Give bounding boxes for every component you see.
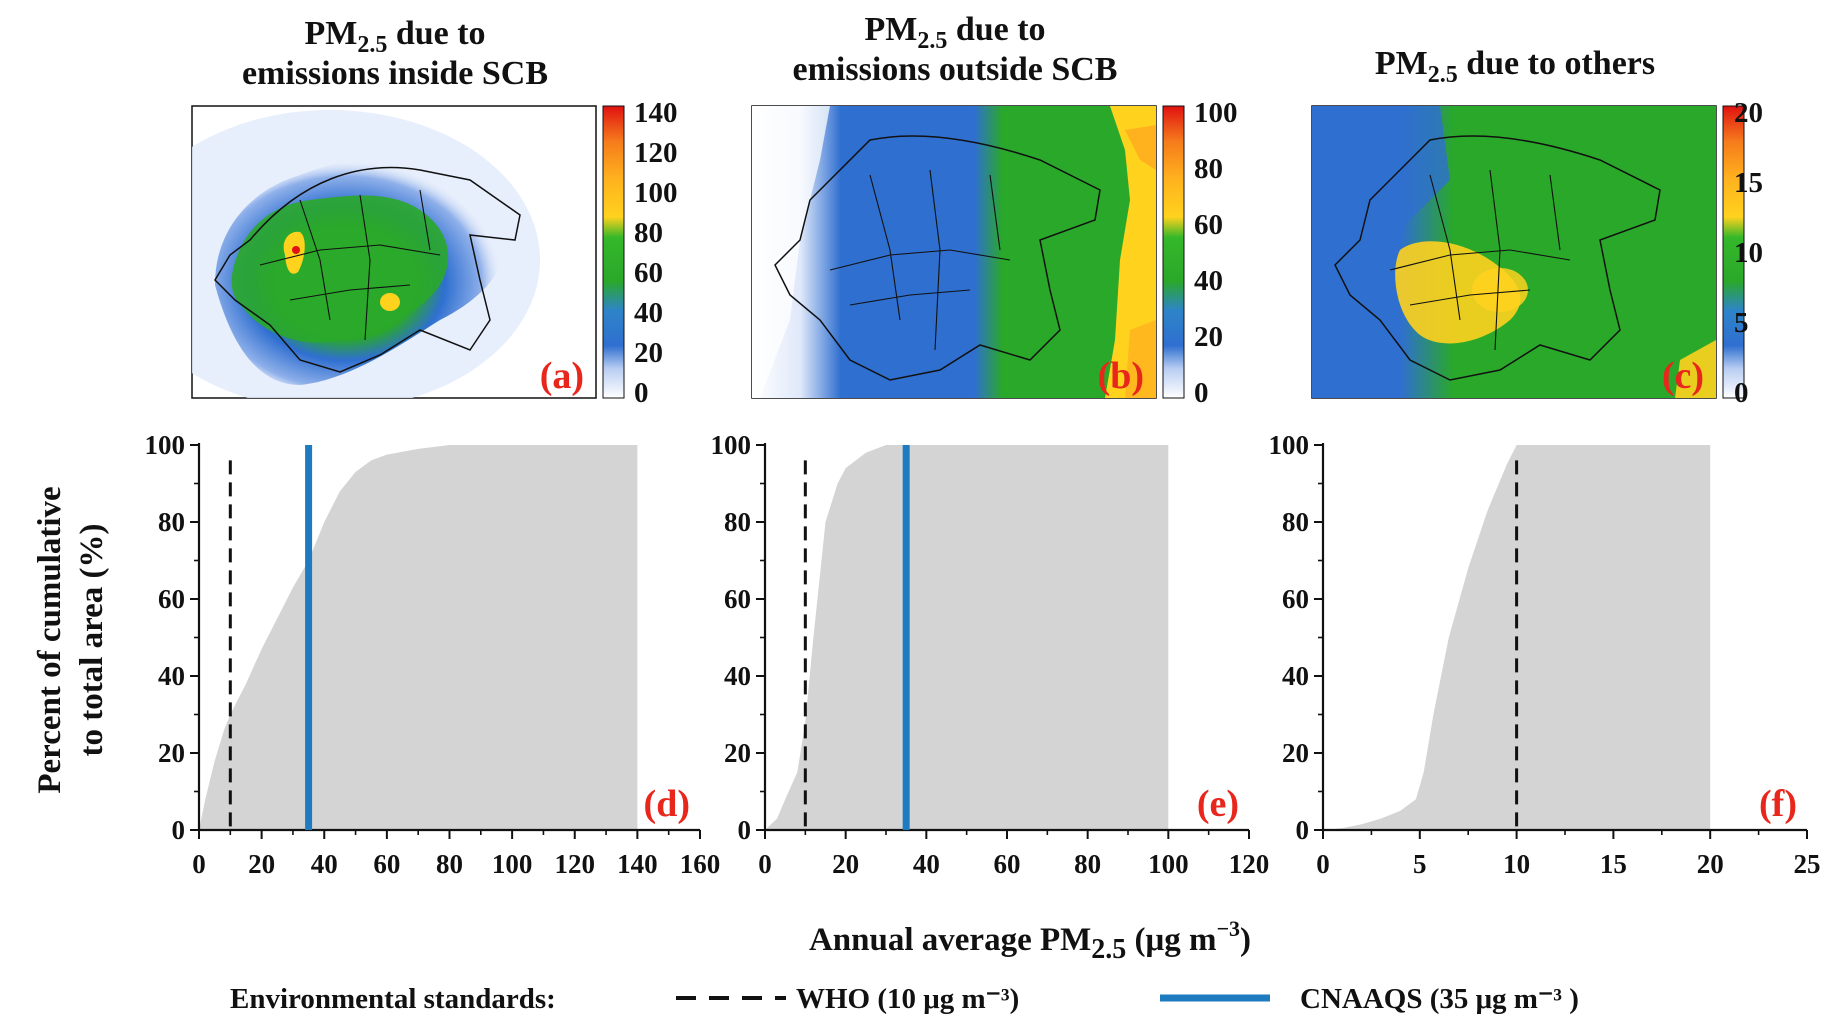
y-tick-label: 60 — [1282, 584, 1309, 614]
cumulative-area — [765, 445, 1169, 830]
x-tick-label: 60 — [994, 849, 1021, 879]
x-tick-label: 40 — [913, 849, 940, 879]
colorbar-0-tick: 100 — [634, 177, 678, 209]
cumulative-area — [199, 445, 638, 830]
colorbar-1-tick: 100 — [1194, 97, 1238, 129]
y-tick-label: 80 — [1282, 507, 1309, 537]
colorbar-2-tick: 0 — [1734, 377, 1749, 409]
x-tick-label: 100 — [1148, 849, 1189, 879]
x-tick-label: 0 — [1316, 849, 1330, 879]
colorbar-b — [1162, 105, 1185, 399]
y-tick-label: 60 — [724, 584, 751, 614]
map-panel-a — [191, 105, 597, 399]
legend-who-label: WHO (10 μg m⁻³) — [796, 983, 1019, 1015]
map-title-2-line1: PM2.5 due to others — [1375, 45, 1655, 88]
pm25-outside-map-icon — [752, 106, 1156, 398]
map-title-0-line2: emissions inside SCB — [242, 55, 548, 92]
colorbar-2-tick: 15 — [1734, 167, 1763, 199]
y-tick-label: 60 — [158, 584, 185, 614]
pm25-others-map-icon — [1312, 106, 1716, 398]
x-tick-label: 20 — [1697, 849, 1724, 879]
panel-label-a: (a) — [540, 355, 584, 397]
panel-label: (e) — [1197, 783, 1239, 825]
y-axis-label-line2: to total area (%) — [74, 523, 110, 756]
map-title-0-line1: PM2.5 due to — [304, 15, 485, 58]
colorbar-1-tick: 20 — [1194, 321, 1223, 353]
colorbar-0-tick: 140 — [634, 97, 678, 129]
colorbar-0-tick: 20 — [634, 337, 663, 369]
panel-label-c: (c) — [1662, 355, 1704, 397]
y-tick-label: 40 — [1282, 661, 1309, 691]
colorbar-0-tick: 60 — [634, 257, 663, 289]
x-tick-label: 100 — [492, 849, 533, 879]
y-tick-label: 0 — [1296, 815, 1310, 845]
x-axis-label: Annual average PM2.5 (μg m−3) — [809, 916, 1251, 965]
legend-cnaaqs-label: CNAAQS (35 μg m⁻³ ) — [1300, 983, 1579, 1015]
y-axis-label-line1: Percent of cumulative — [32, 486, 68, 793]
x-tick-label: 80 — [436, 849, 463, 879]
pm25-inside-map-icon — [192, 110, 540, 398]
legend: Environmental standards: WHO (10 μg m⁻³)… — [230, 983, 1579, 1015]
panel-label: (f) — [1759, 783, 1797, 825]
x-tick-label: 60 — [373, 849, 400, 879]
colorbar-a — [602, 105, 625, 399]
x-tick-label: 0 — [758, 849, 772, 879]
x-tick-label: 10 — [1503, 849, 1530, 879]
chart-panel-2: 0 5 10 15 20 25 0 20 40 60 80 100 (f) — [1269, 430, 1821, 879]
x-tick-label: 20 — [248, 849, 275, 879]
chart-panel-1: 0 20 40 60 80 100 120 0 20 40 60 80 100 (e) — [711, 430, 1270, 879]
colorbar-0-tick: 0 — [634, 377, 649, 409]
chart-panel-0: 0 20 40 60 80 100 120 140 160 0 20 40 60 80 100 (d) — [145, 430, 721, 879]
y-tick-label: 0 — [738, 815, 752, 845]
colorbar-2-tick: 5 — [1734, 307, 1749, 339]
y-tick-label: 40 — [158, 661, 185, 691]
panel-label-b: (b) — [1098, 355, 1144, 397]
map-panel-b — [751, 105, 1157, 399]
x-tick-label: 25 — [1794, 849, 1821, 879]
y-tick-label: 100 — [711, 430, 752, 460]
x-tick-label: 15 — [1600, 849, 1627, 879]
y-tick-label: 20 — [724, 738, 751, 768]
x-tick-label: 20 — [832, 849, 859, 879]
x-tick-label: 120 — [555, 849, 596, 879]
colorbar-1-tick: 80 — [1194, 153, 1223, 185]
x-tick-label: 5 — [1413, 849, 1427, 879]
y-tick-label: 100 — [145, 430, 186, 460]
colorbar-0-tick: 120 — [634, 137, 678, 169]
colorbar-1-tick: 60 — [1194, 209, 1223, 241]
y-tick-label: 40 — [724, 661, 751, 691]
panel-label: (d) — [644, 783, 690, 825]
legend-prefix: Environmental standards: — [230, 983, 556, 1015]
colorbar-c — [1722, 105, 1745, 399]
map-title-1-line1: PM2.5 due to — [864, 11, 1045, 54]
map-panel-c — [1311, 105, 1717, 399]
y-tick-label: 80 — [724, 507, 751, 537]
x-tick-label: 160 — [680, 849, 721, 879]
colorbar-2-tick: 20 — [1734, 97, 1763, 129]
x-tick-label: 0 — [192, 849, 206, 879]
y-tick-label: 20 — [158, 738, 185, 768]
y-tick-label: 100 — [1269, 430, 1310, 460]
y-axis-label: Percent of cumulative to total area (%) — [32, 486, 110, 793]
y-tick-label: 0 — [172, 815, 186, 845]
colorbar-1-tick: 40 — [1194, 265, 1223, 297]
map-title-1-line2: emissions outside SCB — [793, 51, 1118, 88]
colorbar-0-tick: 80 — [634, 217, 663, 249]
x-tick-label: 80 — [1074, 849, 1101, 879]
y-tick-label: 80 — [158, 507, 185, 537]
colorbar-2-tick: 10 — [1734, 237, 1763, 269]
x-tick-label: 40 — [311, 849, 338, 879]
y-tick-label: 20 — [1282, 738, 1309, 768]
colorbar-1-tick: 0 — [1194, 377, 1209, 409]
x-tick-label: 140 — [617, 849, 658, 879]
x-tick-label: 120 — [1229, 849, 1270, 879]
colorbar-0-tick: 40 — [634, 297, 663, 329]
